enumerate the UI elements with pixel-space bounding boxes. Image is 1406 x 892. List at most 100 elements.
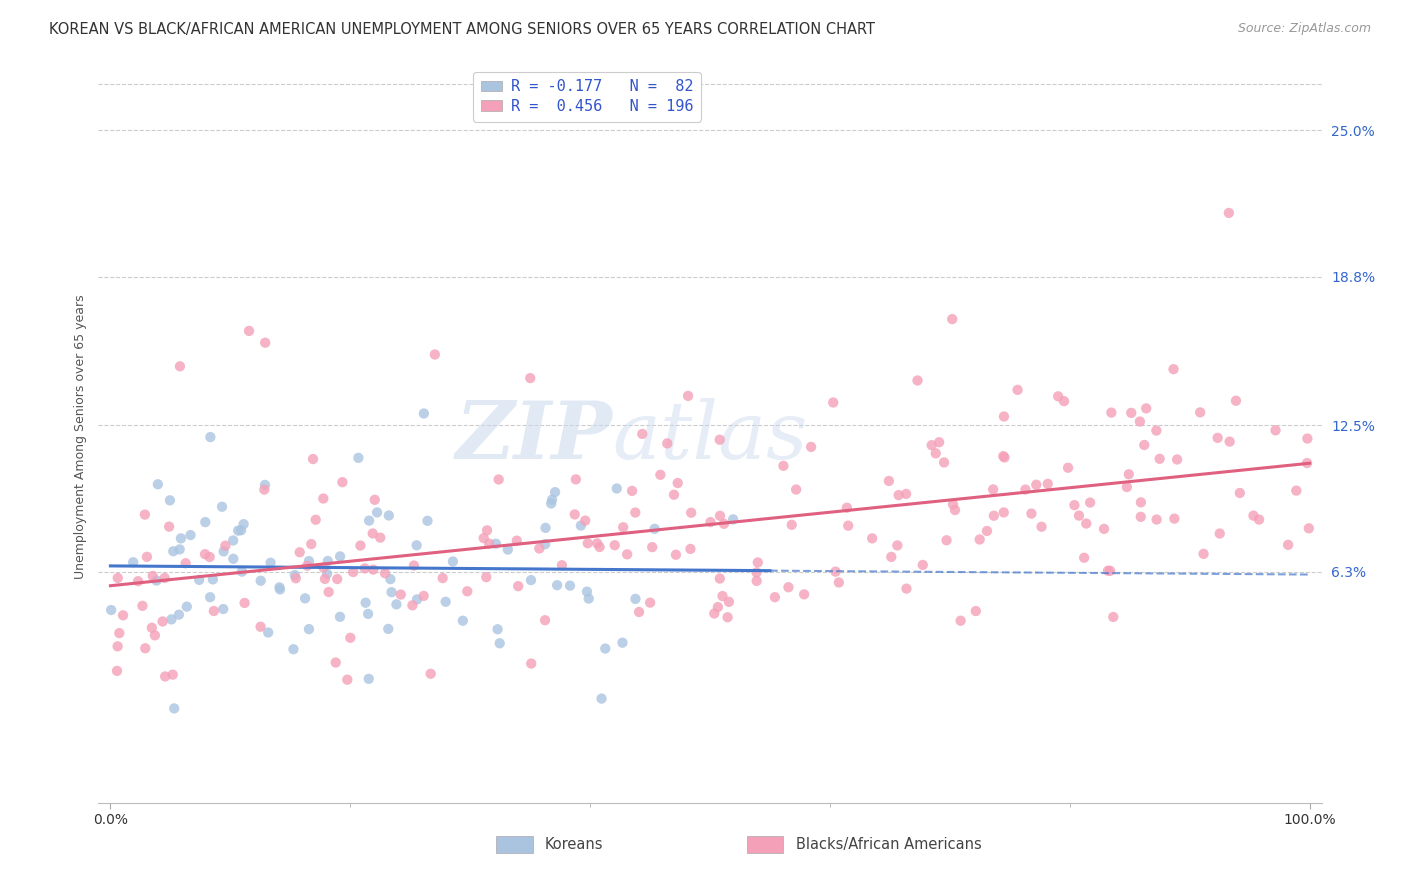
Point [1118,467,1140,482]
Point [665,548,688,562]
Point [305,513,328,527]
Point [780,517,803,532]
Point [269,582,291,597]
Point [644,522,666,536]
Point [564,508,586,522]
Point [142,569,165,583]
Point [412,407,434,421]
Point [249,574,271,588]
Point [100,603,122,617]
Point [624,506,647,520]
Point [1264,423,1286,437]
Point [877,474,900,488]
Point [288,545,311,559]
Point [828,575,851,590]
Point [134,508,156,522]
Point [907,374,929,388]
Point [793,587,815,601]
Point [860,532,883,546]
Point [591,691,613,706]
Point [519,371,541,385]
Point [160,612,183,626]
Point [253,478,276,492]
Point [593,641,616,656]
Point [785,483,807,497]
Point [546,578,568,592]
Point [374,566,396,581]
Point [721,512,744,526]
Point [1021,507,1043,521]
Point [616,547,638,561]
Point [359,514,381,528]
Point [1014,483,1036,497]
Point [534,537,557,551]
Point [679,541,702,556]
Point [558,579,581,593]
Point [259,556,281,570]
Point [657,436,679,450]
Point [456,584,478,599]
Point [681,506,703,520]
Point [520,657,543,671]
Point [1099,564,1122,578]
Point [993,409,1015,424]
Point [1298,521,1320,535]
Point [162,544,184,558]
Point [222,533,245,548]
Point [1121,406,1143,420]
Point [569,518,592,533]
Point [405,538,427,552]
Point [612,636,634,650]
Point [578,591,600,606]
Point [325,656,347,670]
Point [606,482,628,496]
Point [105,664,128,678]
Point [1206,431,1229,445]
Point [534,521,557,535]
Point [198,549,221,564]
Point [588,540,610,554]
Point [314,572,336,586]
Point [886,538,908,552]
Point [284,568,307,582]
Point [1129,509,1152,524]
Point [993,505,1015,519]
Point [1144,424,1167,438]
Point [713,516,735,531]
Point [540,496,562,510]
Point [745,566,768,580]
Point [253,483,276,497]
Point [326,572,349,586]
Point [1166,452,1188,467]
Text: ZIP: ZIP [456,399,612,475]
Point [993,449,1015,463]
Point [565,472,588,486]
Point [423,347,446,361]
Point [896,582,918,596]
Point [167,607,190,622]
Point [1067,508,1090,523]
Point [496,542,519,557]
Point [631,426,654,441]
Point [1053,394,1076,409]
Point [112,608,135,623]
Point [586,536,609,550]
Point [641,540,664,554]
Point [1229,486,1251,500]
Point [621,483,644,498]
Point [169,542,191,557]
Point [419,666,441,681]
Point [198,591,221,605]
Point [717,610,740,624]
Text: Source: ZipAtlas.com: Source: ZipAtlas.com [1237,22,1371,36]
Point [143,628,166,642]
Point [1007,383,1029,397]
Point [472,531,495,545]
Point [676,389,699,403]
Point [983,508,1005,523]
Point [141,621,163,635]
Point [329,609,352,624]
Point [1189,405,1212,419]
Point [745,574,768,588]
Point [238,324,260,338]
